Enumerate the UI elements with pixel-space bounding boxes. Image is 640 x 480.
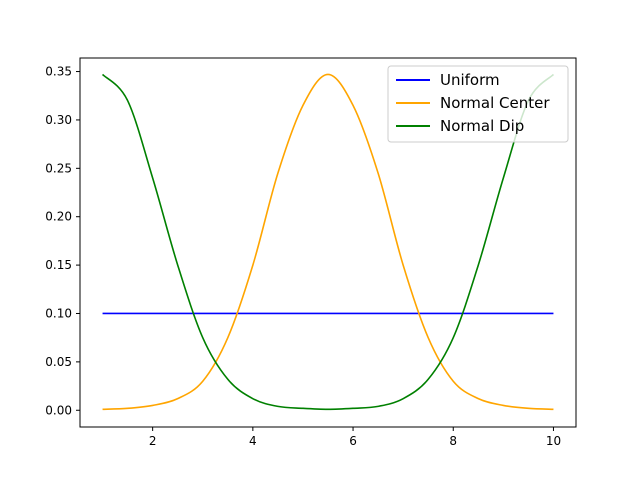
axes-frame <box>79 57 577 428</box>
y-axis: 0.00 0.05 0.10 0.15 0.20 0.25 0.30 0.35 <box>45 65 80 417</box>
legend: Uniform Normal Center Normal Dip <box>387 65 569 143</box>
series-line-normal-dip <box>101 73 555 411</box>
legend-label: Uniform <box>440 71 500 89</box>
series-line-normal-center <box>102 73 554 411</box>
x-axis: 2 4 6 8 10 <box>149 427 561 448</box>
x-tick-label: 6 <box>349 434 357 448</box>
y-tick-label: 0.15 <box>45 258 72 272</box>
y-tick-label: 0.00 <box>45 403 72 417</box>
legend-label: Normal Center <box>440 94 550 112</box>
x-tick-label: 2 <box>149 434 157 448</box>
y-tick-label: 0.05 <box>45 355 72 369</box>
plot-area <box>101 73 555 411</box>
y-tick-label: 0.20 <box>45 210 72 224</box>
y-tick-label: 0.25 <box>45 161 72 175</box>
legend-box <box>387 65 569 143</box>
legend-label: Normal Dip <box>440 117 524 135</box>
y-tick-label: 0.10 <box>45 306 72 320</box>
x-tick-label: 10 <box>546 434 561 448</box>
x-tick-label: 8 <box>449 434 457 448</box>
y-tick-label: 0.30 <box>45 113 72 127</box>
x-tick-label: 4 <box>249 434 257 448</box>
y-tick-label: 0.35 <box>45 65 72 79</box>
